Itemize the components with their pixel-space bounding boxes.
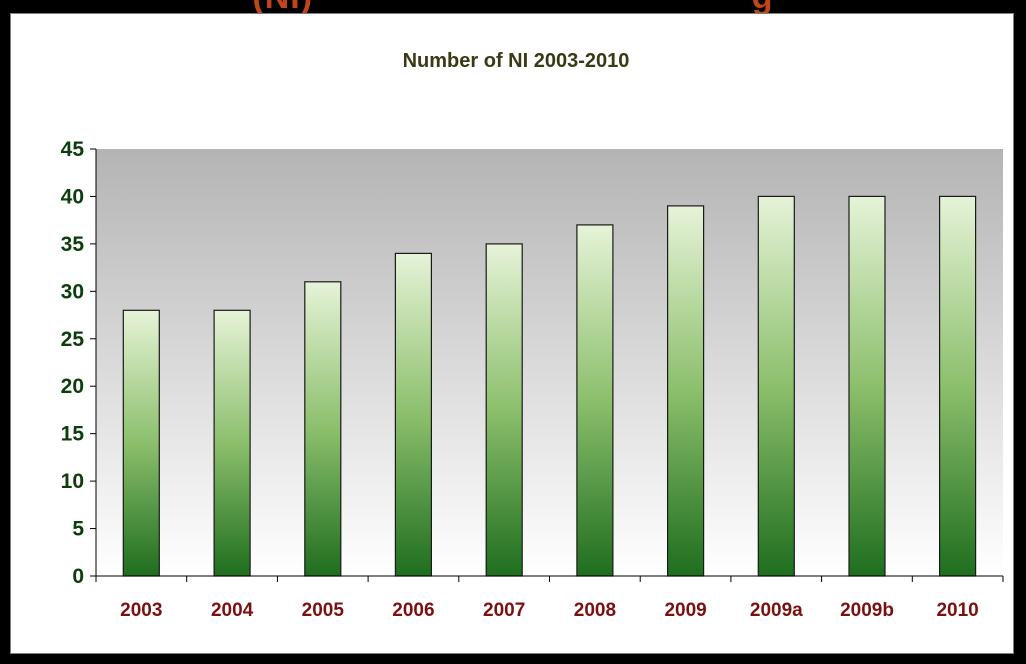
y-tick-label: 20 bbox=[61, 375, 84, 398]
bar-2008 bbox=[576, 224, 614, 577]
x-tick-label-2003: 2003 bbox=[120, 600, 162, 621]
bar-2004 bbox=[213, 309, 251, 577]
x-tick-label-2005: 2005 bbox=[302, 600, 345, 621]
bar-2010 bbox=[938, 195, 977, 577]
bar-2007 bbox=[485, 243, 523, 577]
x-tick-label-2009: 2009 bbox=[664, 600, 706, 621]
bar-2005 bbox=[304, 281, 342, 577]
x-tick-label-2010: 2010 bbox=[936, 600, 978, 621]
x-tick-label-2006: 2006 bbox=[392, 600, 434, 621]
x-tick-label-2008: 2008 bbox=[574, 600, 616, 621]
y-tick-label: 25 bbox=[61, 328, 85, 351]
x-axis-labels: 2003 2004 2005 2006 2007 2008 2009 2009a 2009b 20… bbox=[120, 600, 979, 621]
axes-layer bbox=[90, 148, 1004, 582]
x-tick-label-2009a: 2009a bbox=[750, 600, 803, 621]
bar-chart: Number of NI 2003-2010 0 5 10 15 20 25 30 35 40 4… bbox=[61, 50, 1004, 621]
y-tick-label: 5 bbox=[72, 518, 84, 541]
y-tick-label: 10 bbox=[61, 470, 84, 493]
bar-2009a bbox=[757, 195, 795, 577]
y-tick-label: 35 bbox=[61, 233, 85, 256]
bars-layer bbox=[122, 195, 977, 577]
y-tick-label: 0 bbox=[72, 565, 84, 588]
bar-2003 bbox=[122, 309, 160, 577]
bar-2009 bbox=[666, 205, 705, 577]
x-tick-label-2004: 2004 bbox=[211, 600, 254, 621]
bar-2009b bbox=[848, 195, 886, 577]
y-tick-label: 15 bbox=[61, 423, 85, 446]
y-tick-label: 40 bbox=[61, 185, 84, 208]
bar-2006 bbox=[394, 252, 432, 577]
y-axis-labels: 0 5 10 15 20 25 30 35 40 45 bbox=[61, 138, 85, 588]
y-tick-label: 30 bbox=[61, 280, 84, 303]
x-tick-label-2007: 2007 bbox=[483, 600, 525, 621]
y-tick-label: 45 bbox=[61, 138, 85, 161]
chart-title: Number of NI 2003-2010 bbox=[403, 50, 630, 72]
x-tick-label-2009b: 2009b bbox=[840, 600, 894, 621]
clipped-heading-text: (NI) g bbox=[0, 0, 1026, 17]
chart-panel: Number of NI 2003-2010 0 5 10 15 20 25 30 35 40 4… bbox=[10, 13, 1014, 654]
